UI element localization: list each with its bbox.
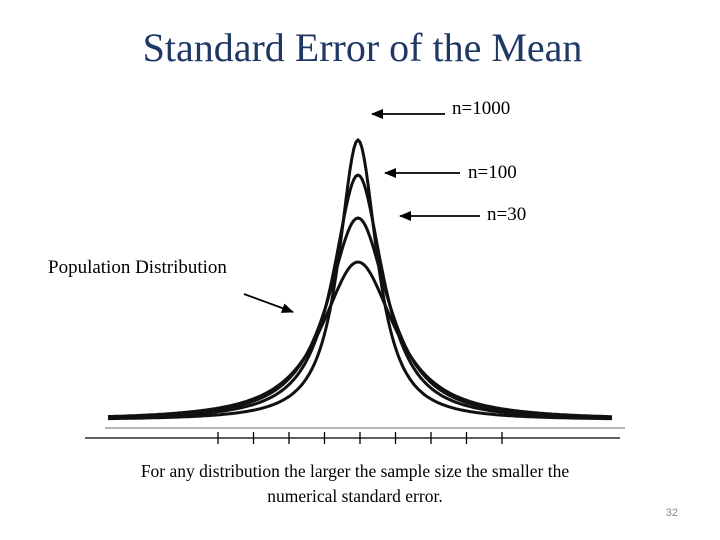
curve-population <box>107 260 612 419</box>
curve-n30 <box>107 216 612 419</box>
axis-ticks <box>217 432 503 444</box>
label-population-distribution: Population Distribution <box>48 257 227 278</box>
distribution-curves <box>107 137 613 421</box>
label-n30: n=30 <box>487 204 526 225</box>
curve-n1000 <box>108 137 613 421</box>
curve-n100 <box>108 173 612 420</box>
arrow-population <box>243 293 294 313</box>
caption-text: For any distribution the larger the samp… <box>140 461 570 506</box>
page-number: 32 <box>665 507 678 519</box>
label-n1000: n=1000 <box>452 98 510 119</box>
slide-title: Standard Error of the Mean <box>142 25 583 70</box>
label-n100: n=100 <box>468 162 517 183</box>
